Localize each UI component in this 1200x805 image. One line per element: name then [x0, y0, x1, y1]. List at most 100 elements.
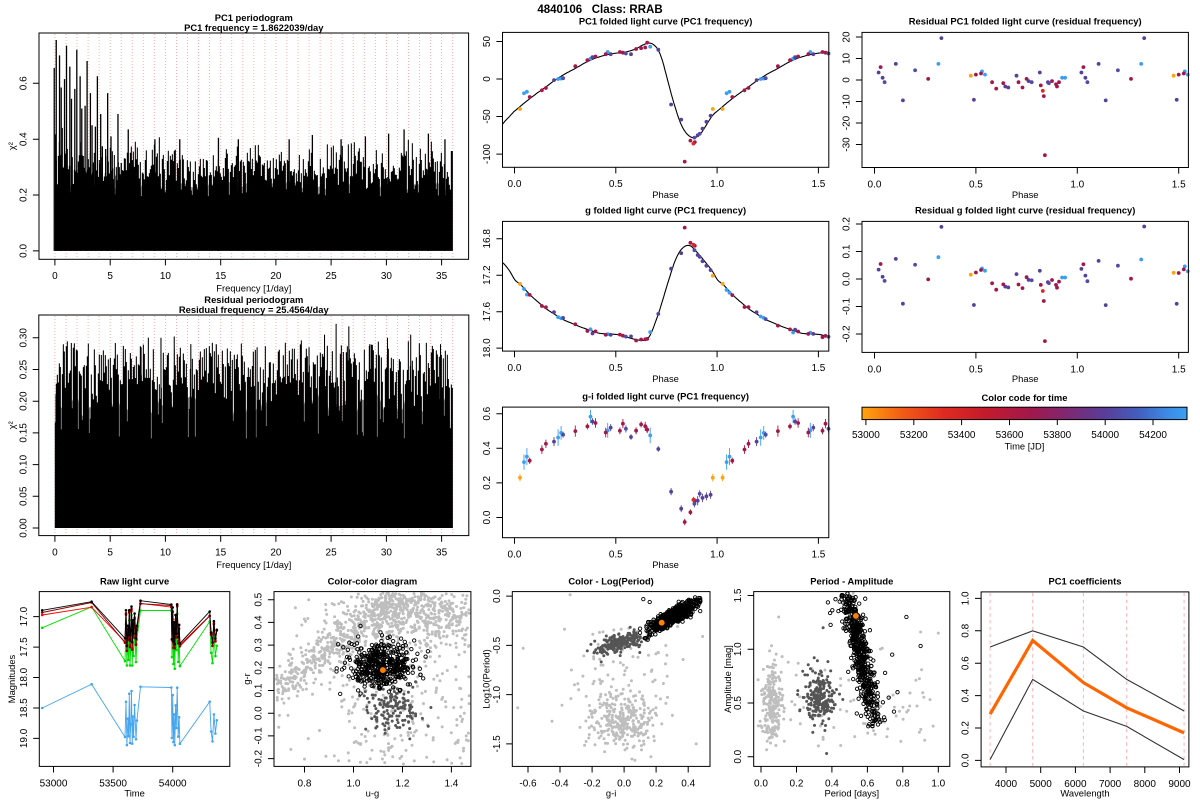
svg-text:-1.0: -1.0 [492, 686, 503, 704]
svg-text:0.0: 0.0 [508, 179, 522, 190]
svg-text:15: 15 [215, 548, 227, 559]
svg-text:0.0: 0.0 [482, 510, 493, 524]
svg-text:1.5: 1.5 [1172, 364, 1186, 375]
svg-text:0: 0 [482, 76, 493, 82]
svg-text:-0.6: -0.6 [519, 778, 537, 789]
svg-text:g folded light curve (PC1 freq: g folded light curve (PC1 frequency) [585, 205, 746, 216]
svg-text:5000: 5000 [1030, 779, 1053, 790]
svg-text:0.5: 0.5 [969, 179, 983, 190]
svg-text:Residual g folded light curve: Residual g folded light curve (residual … [915, 205, 1135, 216]
svg-text:Time [JD]: Time [JD] [1005, 441, 1045, 452]
svg-text:53200: 53200 [900, 430, 928, 441]
svg-text:1.0: 1.0 [931, 778, 945, 789]
svg-text:0.2: 0.2 [649, 778, 663, 789]
svg-text:53400: 53400 [948, 430, 976, 441]
svg-text:-0.4: -0.4 [551, 778, 569, 789]
svg-text:-0.1: -0.1 [842, 297, 853, 315]
svg-text:Phase: Phase [1012, 189, 1039, 200]
svg-text:-30: -30 [842, 137, 853, 152]
svg-text:Residual frequency = 25.4564/d: Residual frequency = 25.4564/day [179, 304, 330, 315]
svg-text:PC1 frequency = 1.8622039/day: PC1 frequency = 1.8622039/day [184, 22, 324, 33]
svg-text:χ²: χ² [6, 142, 17, 150]
svg-text:0.5: 0.5 [609, 363, 623, 374]
svg-text:0.0: 0.0 [961, 753, 972, 767]
svg-text:0.4: 0.4 [254, 615, 265, 629]
svg-text:17.5: 17.5 [19, 637, 30, 657]
svg-text:0.4: 0.4 [681, 778, 695, 789]
svg-text:-100: -100 [482, 144, 493, 164]
svg-text:4000: 4000 [995, 779, 1018, 790]
svg-text:0.2: 0.2 [254, 660, 265, 674]
svg-text:PC1 periodogram: PC1 periodogram [215, 12, 293, 23]
svg-text:Magnitudes: Magnitudes [6, 654, 17, 703]
svg-text:0: 0 [52, 271, 58, 282]
svg-text:19.0: 19.0 [19, 728, 30, 748]
svg-text:0.6: 0.6 [961, 656, 972, 670]
svg-text:-0.2: -0.2 [254, 750, 265, 768]
svg-text:0.0: 0.0 [733, 749, 744, 763]
svg-text:1.0: 1.0 [710, 550, 724, 561]
svg-text:0.00: 0.00 [18, 518, 29, 538]
svg-text:25: 25 [326, 271, 338, 282]
svg-text:Log10(Period): Log10(Period) [481, 649, 492, 708]
svg-text:1.4: 1.4 [444, 778, 458, 789]
svg-text:5: 5 [107, 548, 113, 559]
svg-text:0.4: 0.4 [482, 441, 493, 455]
svg-text:Color-color diagram: Color-color diagram [328, 576, 418, 587]
svg-text:53800: 53800 [1043, 430, 1071, 441]
svg-text:1.5: 1.5 [733, 588, 744, 602]
svg-text:1.0: 1.0 [733, 642, 744, 656]
svg-text:Residual PC1 folded light curv: Residual PC1 folded light curve (residua… [909, 16, 1142, 27]
svg-text:25: 25 [326, 548, 338, 559]
svg-text:53000: 53000 [40, 778, 68, 789]
svg-text:0.10: 0.10 [18, 454, 29, 474]
svg-text:18.0: 18.0 [482, 338, 493, 358]
svg-text:54000: 54000 [159, 778, 187, 789]
svg-text:Period - Amplitude: Period - Amplitude [810, 576, 893, 587]
svg-text:0.8: 0.8 [298, 778, 312, 789]
svg-text:1.5: 1.5 [811, 363, 825, 374]
svg-text:16.8: 16.8 [482, 229, 493, 249]
svg-text:Time: Time [124, 788, 144, 799]
svg-text:0.0: 0.0 [842, 272, 853, 286]
svg-text:0: 0 [52, 548, 58, 559]
svg-text:0.15: 0.15 [18, 423, 29, 443]
svg-text:-1.5: -1.5 [492, 735, 503, 753]
svg-text:g-i folded light curve (PC1 fr: g-i folded light curve (PC1 frequency) [582, 390, 749, 401]
svg-text:-0.1: -0.1 [254, 727, 265, 745]
svg-text:0.3: 0.3 [254, 638, 265, 652]
svg-text:1.0: 1.0 [347, 778, 361, 789]
svg-text:Phase: Phase [652, 559, 679, 570]
svg-text:0.2: 0.2 [482, 476, 493, 490]
svg-text:1.2: 1.2 [396, 778, 410, 789]
svg-text:8000: 8000 [1134, 779, 1157, 790]
svg-text:-20: -20 [842, 115, 853, 130]
svg-text:0.6: 0.6 [19, 76, 30, 90]
svg-text:0.05: 0.05 [18, 486, 29, 506]
svg-text:7000: 7000 [1099, 779, 1122, 790]
svg-text:0.0: 0.0 [492, 589, 503, 603]
svg-text:0.2: 0.2 [790, 778, 804, 789]
svg-text:17.0: 17.0 [19, 606, 30, 626]
svg-text:6000: 6000 [1064, 779, 1087, 790]
svg-text:0.4: 0.4 [825, 778, 839, 789]
svg-text:g-r: g-r [241, 673, 252, 684]
svg-text:Residual periodogram: Residual periodogram [204, 294, 303, 305]
svg-text:-50: -50 [482, 109, 493, 124]
svg-text:Amplitude [mag]: Amplitude [mag] [722, 645, 733, 713]
svg-text:0.0: 0.0 [754, 778, 768, 789]
svg-text:0.1: 0.1 [842, 244, 853, 258]
svg-text:Frequency [1/day]: Frequency [1/day] [216, 283, 291, 294]
svg-text:Frequency [1/day]: Frequency [1/day] [216, 559, 291, 570]
svg-text:0.4: 0.4 [19, 132, 30, 146]
svg-text:4840106 Class: RRAB: 4840106 Class: RRAB [537, 4, 662, 16]
svg-text:0.5: 0.5 [969, 364, 983, 375]
svg-text:Phase: Phase [1012, 373, 1039, 384]
svg-text:0.30: 0.30 [18, 328, 29, 348]
svg-text:0.0: 0.0 [508, 550, 522, 561]
svg-text:Phase: Phase [652, 189, 679, 200]
svg-text:1.5: 1.5 [1172, 179, 1186, 190]
svg-text:50: 50 [482, 36, 493, 48]
svg-text:0.0: 0.0 [254, 706, 265, 720]
svg-text:1.0: 1.0 [961, 591, 972, 605]
